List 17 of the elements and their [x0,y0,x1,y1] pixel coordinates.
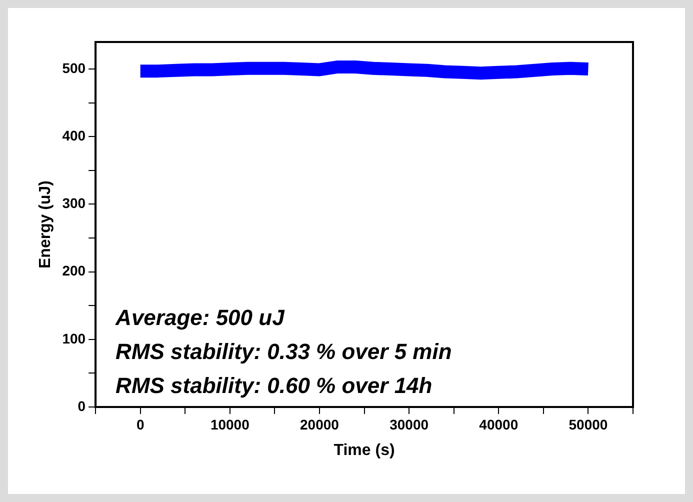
x-tick-label: 50000 [568,416,608,432]
annotation: RMS stability: 0.33 % over 5 min [116,339,452,364]
y-tick-label: 300 [62,195,86,212]
x-tick-label: 20000 [300,416,340,432]
x-axis-title: Time (s) [334,442,395,459]
y-tick-label: 0 [78,398,86,414]
y-tick-label: 500 [62,60,86,76]
x-tick-label: 30000 [390,416,429,432]
y-tick-label: 400 [62,127,86,144]
x-tick-label: 0 [136,416,144,432]
x-tick-label: 10000 [210,416,250,432]
y-tick-label: 100 [62,330,86,346]
y-tick-label: 200 [62,262,86,279]
x-tick-label: 40000 [479,416,518,432]
annotation: RMS stability: 0.60 % over 14h [116,373,432,398]
annotation: Average: 500 uJ [114,305,286,330]
y-axis-title: Energy (uJ) [37,180,54,269]
